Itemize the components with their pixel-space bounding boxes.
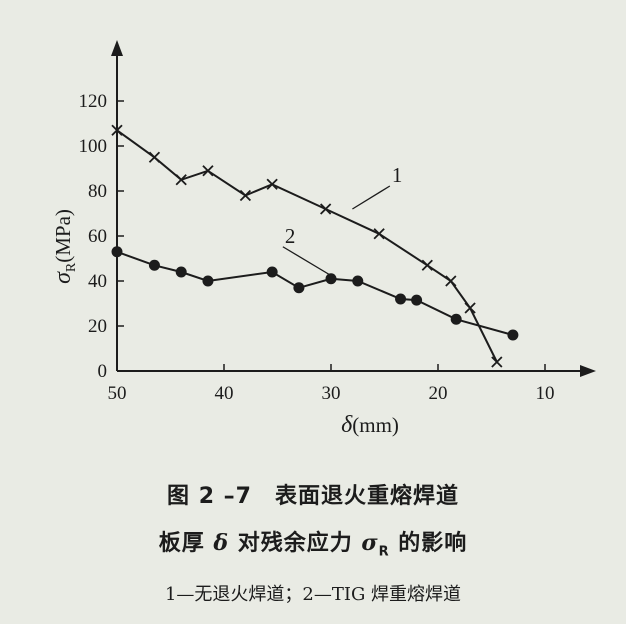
callout-label-2: 2 [285,224,296,248]
data-point-cross [491,356,503,368]
data-point-circle [411,294,423,306]
subtitle-delta-symbol: δ [213,530,230,556]
data-point-cross [266,178,278,190]
data-point-cross [148,151,161,163]
data-point-circle [395,293,407,305]
data-point-cross [239,189,252,202]
callout-leader-1 [352,185,391,210]
data-point-circle [148,259,160,271]
subtitle-suffix: 的影响 [389,531,468,556]
callout-label-1: 1 [392,163,403,187]
data-point-cross [202,165,214,177]
label-layer: δ(mm) σR(MPa) 1 2 [50,163,402,438]
x-tick-label: 30 [322,383,341,404]
subtitle-prefix: 板厚 [158,531,214,556]
subtitle-middle: 对残余应力 [229,531,362,556]
data-point-circle [325,273,337,285]
data-point-circle [450,313,462,325]
data-point-cross [111,124,123,136]
x-tick-label: 10 [536,383,555,404]
data-point-circle [266,266,278,278]
x-tick-label: 20 [429,383,448,404]
data-point-cross [464,302,476,314]
y-tick-label: 80 [88,181,107,202]
data-point-circle [293,282,305,294]
figure-subtitle: 板厚 δ 对残余应力 σR 的影响 [0,525,626,559]
y-tick-label: 20 [88,316,107,337]
data-point-cross [445,275,457,287]
x-axis-arrow-icon [580,365,596,377]
data-point-cross [373,228,385,240]
data-point-circle [111,246,123,258]
axes: 0 20 40 60 80 100 120 50 40 30 20 10 [79,40,596,404]
subtitle-sigma-symbol: σ [361,530,379,556]
subtitle-sigma-subscript: R [378,544,390,560]
callout-leader-2 [282,246,337,280]
y-tick-label: 100 [79,136,108,157]
data-point-cross [175,174,187,186]
y-tick-label: 0 [98,361,108,382]
y-tick-label: 40 [88,271,107,292]
figure-legend: 1—无退火焊道；2—TIG 焊重熔焊道 [164,584,462,605]
x-axis-label: δ(mm) [341,412,399,438]
series-2 [111,246,519,341]
x-tick-label: 40 [215,383,234,404]
figure-title: 图 2 –7 表面退火重熔焊道 [167,484,459,509]
y-tick-label: 60 [88,226,107,247]
data-point-circle [175,266,187,278]
series-1 [111,124,503,368]
residual-stress-chart: 0 20 40 60 80 100 120 50 40 30 20 10 δ(mm) σR(MPa) 1 2 [50,40,596,438]
y-tick-label: 120 [79,91,108,112]
series-1-line [116,129,498,363]
y-axis-arrow-icon [111,40,123,56]
x-tick-label: 50 [108,383,127,404]
data-point-circle [352,275,364,287]
data-point-cross [421,259,433,271]
y-axis-label: σR(MPa) [50,209,79,284]
series-layer [111,124,519,368]
data-point-circle [507,329,519,341]
data-point-cross [320,203,332,215]
data-point-circle [202,275,214,287]
